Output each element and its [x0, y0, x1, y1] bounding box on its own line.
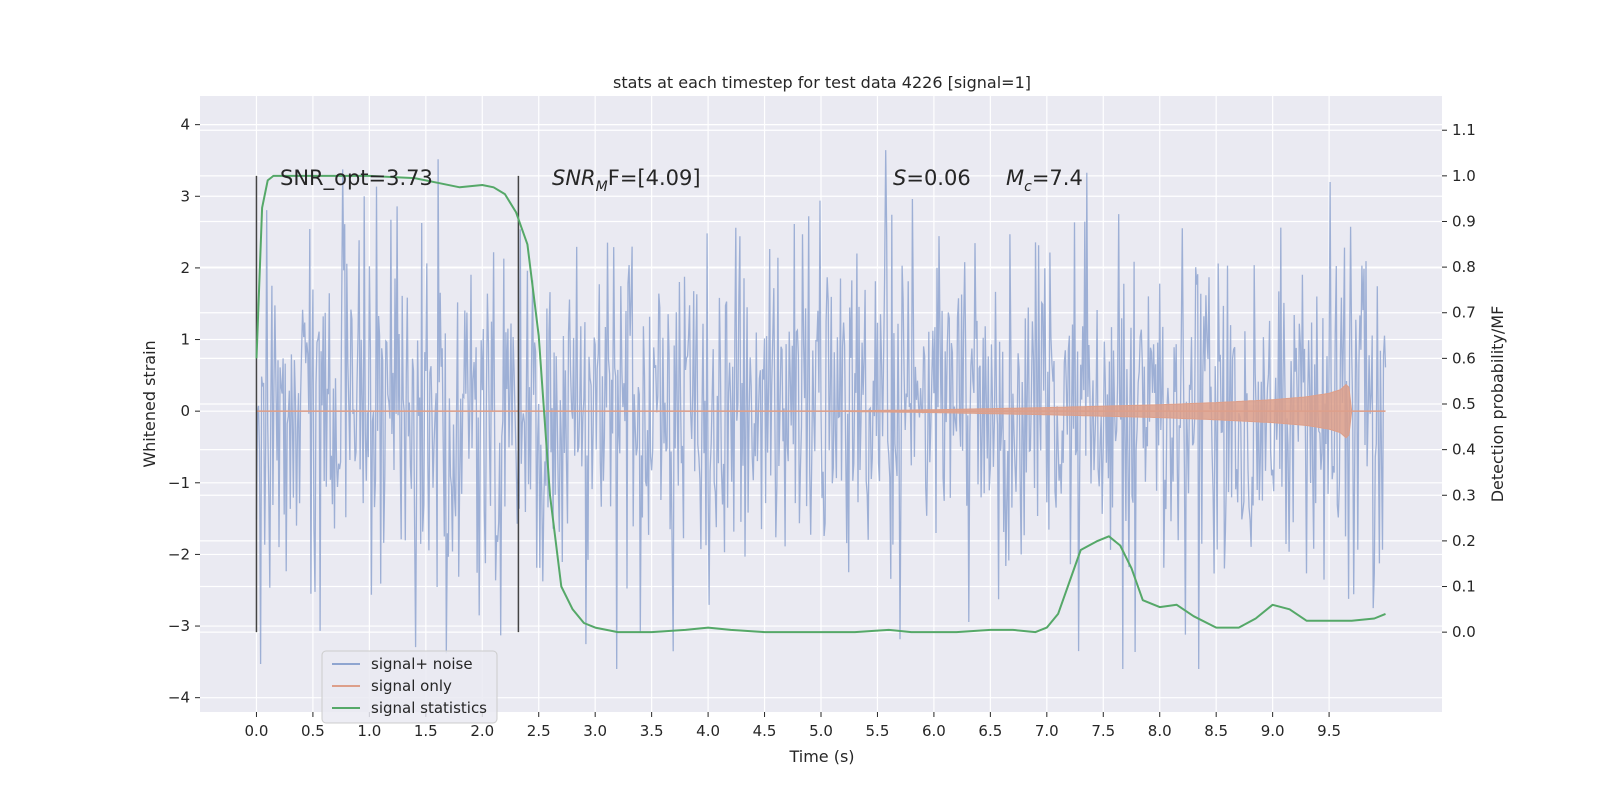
- y2-tick-label: 0.7: [1452, 304, 1476, 322]
- chart-title: stats at each timestep for test data 422…: [613, 73, 1031, 92]
- y-axis-ticks: 4 3 2 1 0 −1 −2 −3 −4: [168, 116, 200, 707]
- x-tick-label: 0.0: [245, 722, 269, 740]
- x-tick-label: 9.5: [1317, 722, 1341, 740]
- y-tick-label: −4: [168, 689, 190, 707]
- snr-opt-annotation: SNR_opt=3.73: [280, 166, 433, 191]
- signal-statistics-line: [255, 174, 1386, 634]
- y-tick-label: −2: [168, 545, 190, 563]
- y2-tick-label: 0.3: [1452, 486, 1476, 504]
- y2-tick-label: 0.5: [1452, 395, 1476, 413]
- snr-mf-annotation: SNRMF=[4.09]: [552, 166, 701, 195]
- x-axis-label: Time (s): [788, 747, 854, 766]
- mc-value: =7.4: [1032, 166, 1083, 190]
- mc-base: M: [1006, 166, 1024, 190]
- signal-only-series: [256, 383, 1386, 439]
- x-tick-label: 9.0: [1261, 722, 1285, 740]
- y2-tick-label: 0.2: [1452, 532, 1476, 550]
- y2-tick-label: 0.4: [1452, 441, 1476, 459]
- y-tick-label: 1: [180, 331, 190, 349]
- signal-noise-series: [255, 150, 1387, 670]
- x-tick-label: 7.5: [1091, 722, 1115, 740]
- legend-label-signal-noise: signal+ noise: [371, 655, 473, 673]
- x-tick-label: 1.0: [357, 722, 381, 740]
- y-tick-label: 2: [180, 259, 190, 277]
- s-value: =0.06: [906, 166, 970, 190]
- y-tick-label: −3: [168, 617, 190, 635]
- x-tick-label: 0.5: [301, 722, 325, 740]
- x-tick-label: 4.5: [753, 722, 777, 740]
- x-axis-ticks: 0.0 0.5 1.0 1.5 2.0 2.5 3.0 3.5 4.0 4.5 5.0 5.5 6.0 6…: [245, 712, 1341, 740]
- y2-tick-label: 1.1: [1452, 121, 1476, 139]
- y-tick-label: 3: [180, 187, 190, 205]
- x-tick-label: 6.5: [978, 722, 1002, 740]
- x-tick-label: 8.0: [1148, 722, 1172, 740]
- snr-mf-base: SNR: [552, 166, 596, 190]
- signal-noise-line: [255, 150, 1387, 670]
- y2-tick-label: 0.6: [1452, 349, 1476, 367]
- x-tick-label: 2.0: [470, 722, 494, 740]
- legend-box: [321, 650, 498, 724]
- x-tick-label: 5.5: [866, 722, 890, 740]
- y2-axis-ticks: 1.1 1.0 0.9 0.8 0.7 0.6 0.5 0.4 0.3 0.2 0.1 0.0: [1442, 121, 1476, 641]
- y2-tick-label: 1.0: [1452, 167, 1476, 185]
- vertical-markers: [255, 175, 520, 633]
- mc-annotation: Mc=7.4: [1006, 166, 1083, 195]
- mc-subscript: c: [1024, 179, 1032, 195]
- x-tick-label: 8.5: [1204, 722, 1228, 740]
- s-label: S: [893, 166, 906, 190]
- snr-mf-rest: F=[4.09]: [608, 166, 701, 190]
- snr-mf-subscript: M: [596, 179, 608, 195]
- x-tick-label: 4.0: [696, 722, 720, 740]
- y2-tick-label: 0.8: [1452, 258, 1476, 276]
- x-tick-label: 1.5: [414, 722, 438, 740]
- legend: signal+ noise signal only signal statist…: [321, 650, 498, 724]
- y2-tick-label: 0.9: [1452, 212, 1476, 230]
- x-tick-label: 2.5: [527, 722, 551, 740]
- x-tick-label: 3.5: [640, 722, 664, 740]
- legend-label-signal-only: signal only: [371, 677, 452, 695]
- legend-label-signal-statistics: signal statistics: [371, 699, 487, 717]
- y-tick-label: 0: [180, 402, 190, 420]
- y2-axis-label: Detection probability/MF: [1488, 306, 1507, 503]
- x-tick-label: 5.0: [809, 722, 833, 740]
- y-tick-label: 4: [180, 116, 190, 134]
- signal-statistics-series: [255, 174, 1386, 634]
- y2-tick-label: 0.1: [1452, 578, 1476, 596]
- x-tick-label: 6.0: [922, 722, 946, 740]
- s-annotation: S=0.06: [893, 166, 971, 190]
- y-tick-label: −1: [168, 474, 190, 492]
- x-tick-label: 7.0: [1035, 722, 1059, 740]
- y-axis-label: Whitened strain: [140, 340, 159, 467]
- x-tick-label: 3.0: [583, 722, 607, 740]
- y2-tick-label: 0.0: [1452, 623, 1476, 641]
